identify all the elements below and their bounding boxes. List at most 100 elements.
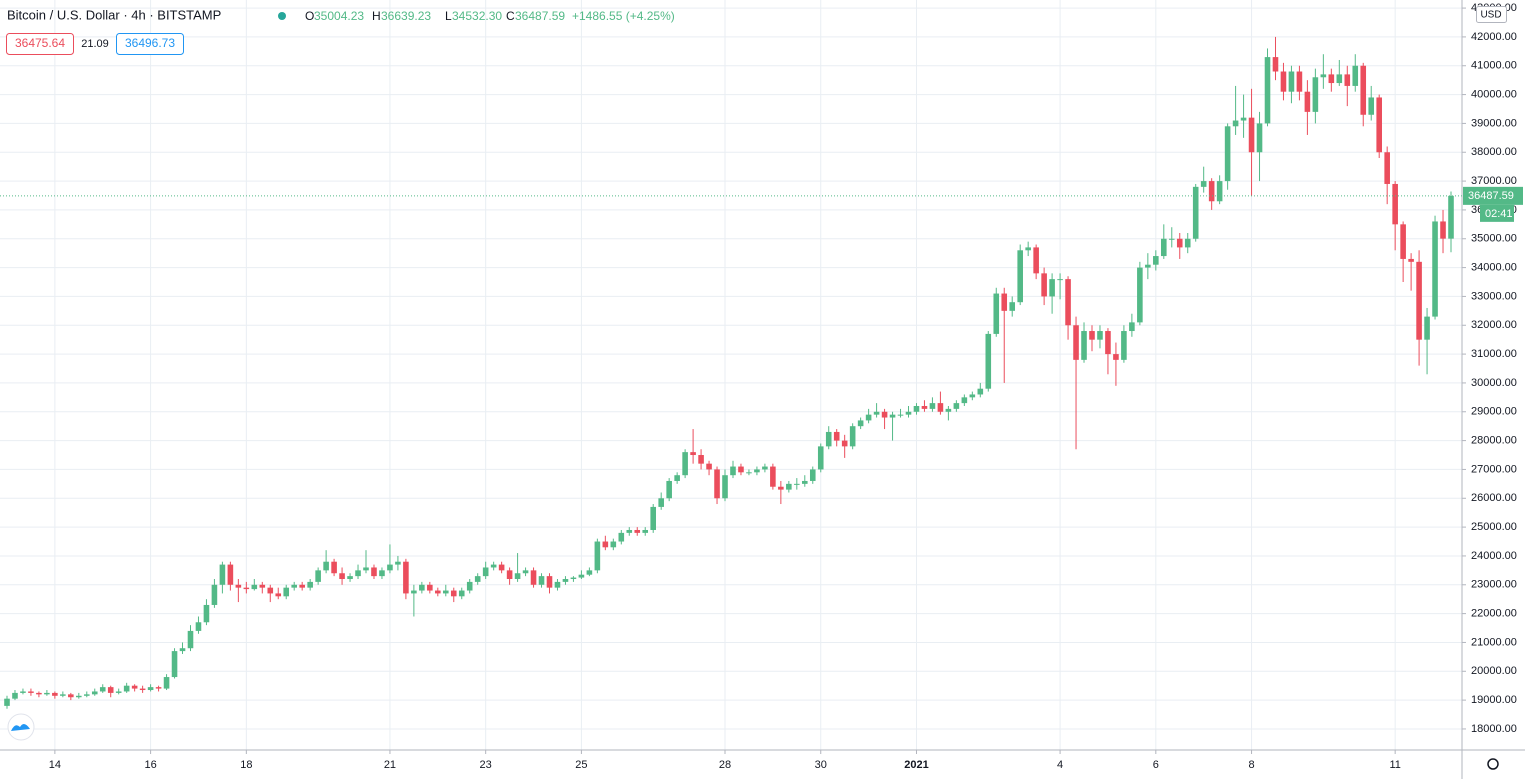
x-tick-label: 4 [1057,759,1063,771]
spread: 21.09 [81,38,109,50]
high-label: H [372,9,381,23]
candle-body [1368,97,1375,115]
candle-body [698,455,704,464]
x-tick-label: 25 [575,759,587,771]
last-price-label: 36487.59 [1468,190,1514,202]
candle-body [203,604,210,623]
candle-body [283,587,290,597]
candle-body [754,469,760,473]
y-tick-label: 21000.00 [1471,636,1517,648]
candle-body [339,573,345,580]
y-tick-label: 30000.00 [1471,377,1517,389]
candle-body [746,472,752,474]
candle-body [953,403,960,409]
candle-body [738,466,744,473]
candle-body [12,692,18,699]
currency-button[interactable] [1476,6,1507,23]
candle-body [1073,325,1079,360]
candle-body [626,529,633,533]
candle-body [498,564,505,571]
y-tick-label: 20000.00 [1471,665,1517,677]
low-label: L [445,9,452,23]
candle-body [522,570,529,574]
candle-body [514,573,521,580]
candle-body [490,564,497,568]
candle-body [1033,247,1039,274]
y-tick-label: 34000.00 [1471,261,1517,273]
candle-body [618,532,625,542]
candle-body [722,475,728,499]
last-price-box [1463,186,1523,205]
x-tick-label: 2021 [904,759,928,771]
candle-body [147,687,154,691]
y-tick-label: 27000.00 [1471,463,1517,475]
candle-body [68,694,74,698]
candle-body [1264,57,1271,124]
candles [4,36,1454,709]
candle-body [562,579,569,582]
candle-body [794,483,800,485]
candle-body [1384,152,1390,184]
candle-body [275,593,282,597]
candle-body [1192,186,1199,239]
candle-body [841,440,848,447]
candle-body [977,388,984,395]
settings-icon[interactable] [1487,758,1499,770]
candle-body [1216,181,1223,202]
low-value: 34532.30 [452,9,502,23]
candle-body [570,577,577,580]
candle-body [1089,331,1095,340]
candle-body [1001,293,1008,311]
y-tick-label: 22000.00 [1471,608,1517,620]
candle-body [187,630,194,649]
currency: USD [1480,10,1501,21]
ask-box[interactable] [116,33,184,55]
candle-body [363,567,369,571]
candle-body [466,581,473,591]
y-tick-label: 32000.00 [1471,319,1517,331]
candle-body [1232,120,1239,127]
y-tick-label: 23000.00 [1471,579,1517,591]
candle-body [1065,279,1071,326]
candle-body [554,581,561,588]
candle-body [1129,322,1135,332]
x-tick-label: 6 [1153,759,1159,771]
x-tick-label: 16 [144,759,156,771]
candle-body [929,403,936,409]
candle-body [993,293,1000,334]
candle-body [219,564,226,585]
close-label: C [506,9,515,23]
candle-body [211,584,218,605]
candle-body [1304,91,1311,112]
candle-body [44,692,50,695]
candle-body [355,570,361,577]
candle-body [435,590,441,594]
gear[interactable] [1487,758,1499,770]
candle-body [291,584,297,588]
x-tick-label: 8 [1248,759,1254,771]
candle-body [123,685,130,692]
candle-body [1440,221,1446,239]
x-tick-label: 21 [384,759,396,771]
candle-body [897,414,904,416]
x-tick-label: 30 [815,759,827,771]
bid-box[interactable] [6,33,74,55]
candle-body [1288,71,1295,92]
candle-body [1121,331,1127,360]
candle-body [1105,331,1111,355]
y-tick-label: 35000.00 [1471,233,1517,245]
candle-body [299,584,305,588]
x-tick-label: 18 [240,759,252,771]
candle-body [578,574,585,578]
x-tick-label: 11 [1389,759,1400,771]
candle-body [163,677,170,689]
candle-body [331,561,337,574]
candle-body [1009,302,1016,311]
y-tick-label: 42000.00 [1471,31,1517,43]
candle-body [1208,181,1215,202]
candle-body [873,411,880,415]
candle-body [762,466,768,470]
logo-mark [11,723,30,731]
candle-body [849,426,856,447]
candle-body [945,408,952,412]
